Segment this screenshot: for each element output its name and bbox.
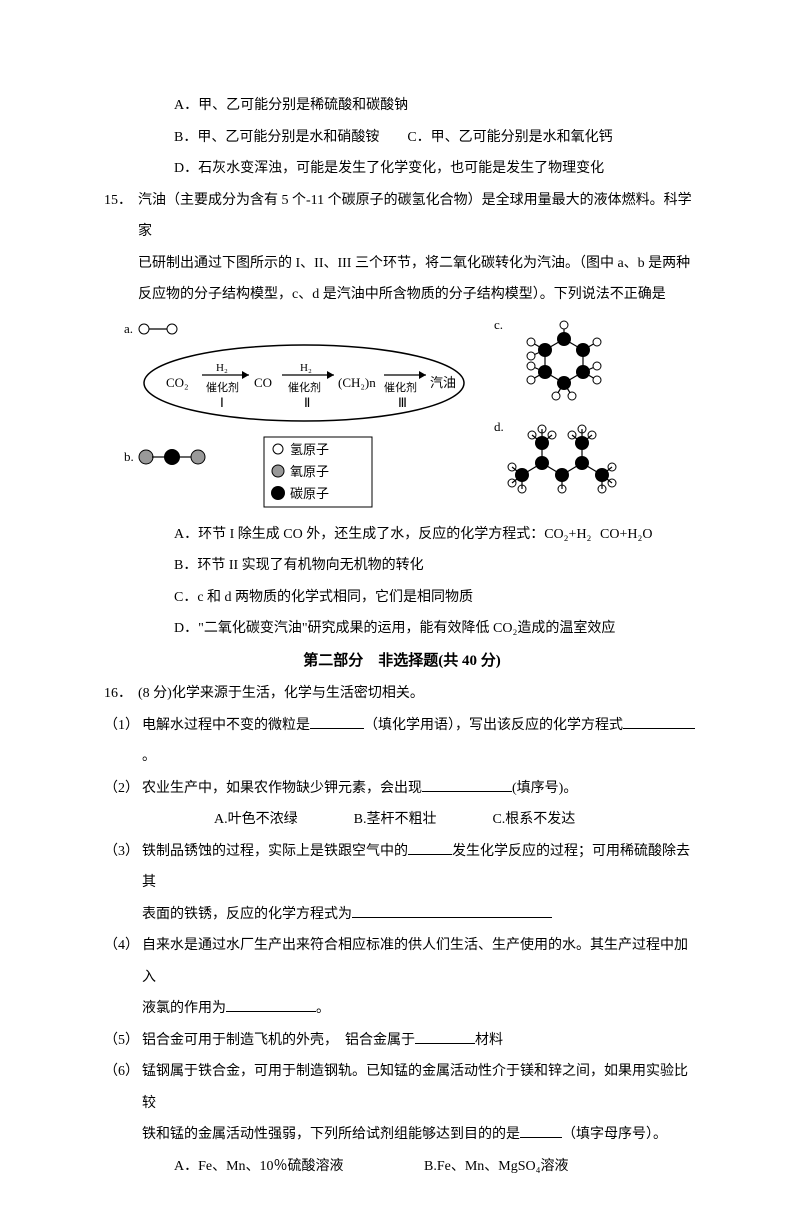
q15-stem1: 汽油（主要成分为含有 5 个-11 个碳原子的碳氢化合物）是全球用量最大的液体燃… <box>138 185 700 248</box>
q16-s1: （1） 电解水过程中不变的微粒是（填化学用语），写出该反应的化学方程式。 <box>104 710 700 773</box>
q15-stem2: 已研制出通过下图所示的 I、II、III 三个环节，将二氧化碳转化为汽油。（图中… <box>104 248 700 280</box>
q16-s6: （6） 锰钢属于铁合金，可用于制造钢轨。已知锰的金属活动性介于镁和锌之间，如果用… <box>104 1056 700 1119</box>
q15-figure: a. b. CO₂ H₂ 催化剂 Ⅰ CO H₂ 催化剂 Ⅱ (C <box>124 315 700 515</box>
svg-text:(CH₂)n: (CH₂)n <box>338 375 376 390</box>
part2-title: 第二部分 非选择题(共 40 分) <box>104 645 700 679</box>
svg-text:CO₂: CO₂ <box>166 375 189 390</box>
q15: 15． 汽油（主要成分为含有 5 个-11 个碳原子的碳氢化合物）是全球用量最大… <box>104 185 700 248</box>
q14-opt-a: A．甲、乙可能分别是稀硫酸和碳酸钠 <box>104 90 700 122</box>
svg-text:CO: CO <box>254 375 272 390</box>
blank <box>352 904 552 918</box>
svg-text:氢原子: 氢原子 <box>290 442 329 457</box>
svg-text:氧原子: 氧原子 <box>290 464 329 479</box>
q15-opt-c: C．c 和 d 两物质的化学式相同，它们是相同物质 <box>104 582 700 614</box>
svg-text:催化剂: 催化剂 <box>206 380 239 394</box>
q15-stem3: 反应物的分子结构模型，c、d 是汽油中所含物质的分子结构模型）。下列说法不正确是 <box>104 279 700 311</box>
fig-a-label: a. <box>124 321 133 336</box>
svg-text:催化剂: 催化剂 <box>384 380 417 394</box>
q16: 16． (8 分)化学来源于生活，化学与生活密切相关。 <box>104 678 700 710</box>
blank <box>422 778 512 792</box>
q15-opt-a: A．环节 I 除生成 CO 外，还生成了水，反应的化学方程式：CO₂+H₂ CO… <box>104 519 700 551</box>
svg-text:H₂: H₂ <box>300 362 312 374</box>
fig-d-label: d. <box>494 419 504 434</box>
q14-opt-bc: B．甲、乙可能分别是水和硝酸铵 C．甲、乙可能分别是水和氧化钙 <box>104 122 700 154</box>
svg-text:Ⅰ: Ⅰ <box>220 395 224 410</box>
q16-s6line2: 铁和锰的金属活动性强弱，下列所给试剂组能够达到目的的是（填字母序号）。 <box>104 1119 700 1151</box>
q15-opt-d: D．"二氧化碳变汽油"研究成果的运用，能有效降低 CO₂造成的温室效应 <box>104 613 700 645</box>
q16-stem: (8 分)化学来源于生活，化学与生活密切相关。 <box>138 678 700 710</box>
q16-s5: （5） 铝合金可用于制造飞机的外壳， 铝合金属于材料 <box>104 1025 700 1057</box>
fig-c-label: c. <box>494 317 503 332</box>
svg-text:汽油: 汽油 <box>430 375 456 390</box>
svg-text:Ⅲ: Ⅲ <box>398 395 407 410</box>
q16-s2: （2） 农业生产中，如果农作物缺少钾元素，会出现(填序号)。 <box>104 773 700 805</box>
blank <box>415 1030 475 1044</box>
fig-b-label: b. <box>124 449 134 464</box>
blank <box>623 715 695 729</box>
q16-s3line2: 表面的铁锈，反应的化学方程式为 <box>104 899 700 931</box>
q15-opt-b: B．环节 II 实现了有机物向无机物的转化 <box>104 550 700 582</box>
blank <box>226 998 316 1012</box>
q16-num: 16． <box>104 678 138 710</box>
svg-text:催化剂: 催化剂 <box>288 380 321 394</box>
blank <box>310 715 364 729</box>
q14-opt-d: D．石灰水变浑浊，可能是发生了化学变化，也可能是发生了物理变化 <box>104 153 700 185</box>
svg-text:碳原子: 碳原子 <box>290 486 329 501</box>
blank <box>408 841 452 855</box>
q16-s6opts: A．Fe、Mn、10％硫酸溶液 B.Fe、Mn、MgSO₄溶液 <box>104 1151 700 1183</box>
q16-s4: （4） 自来水是通过水厂生产出来符合相应标准的供人们生活、生产使用的水。其生产过… <box>104 930 700 993</box>
q16-s3: （3） 铁制品锈蚀的过程，实际上是铁跟空气中的发生化学反应的过程；可用稀硫酸除去… <box>104 836 700 899</box>
svg-text:Ⅱ: Ⅱ <box>304 395 310 410</box>
q15-num: 15． <box>104 185 138 248</box>
q16-s4line2: 液氯的作用为。 <box>104 993 700 1025</box>
svg-text:H₂: H₂ <box>216 362 228 374</box>
q16-s2-opts: A.叶色不浓绿 B.茎杆不粗壮 C.根系不发达 <box>104 804 700 836</box>
blank <box>520 1124 562 1138</box>
